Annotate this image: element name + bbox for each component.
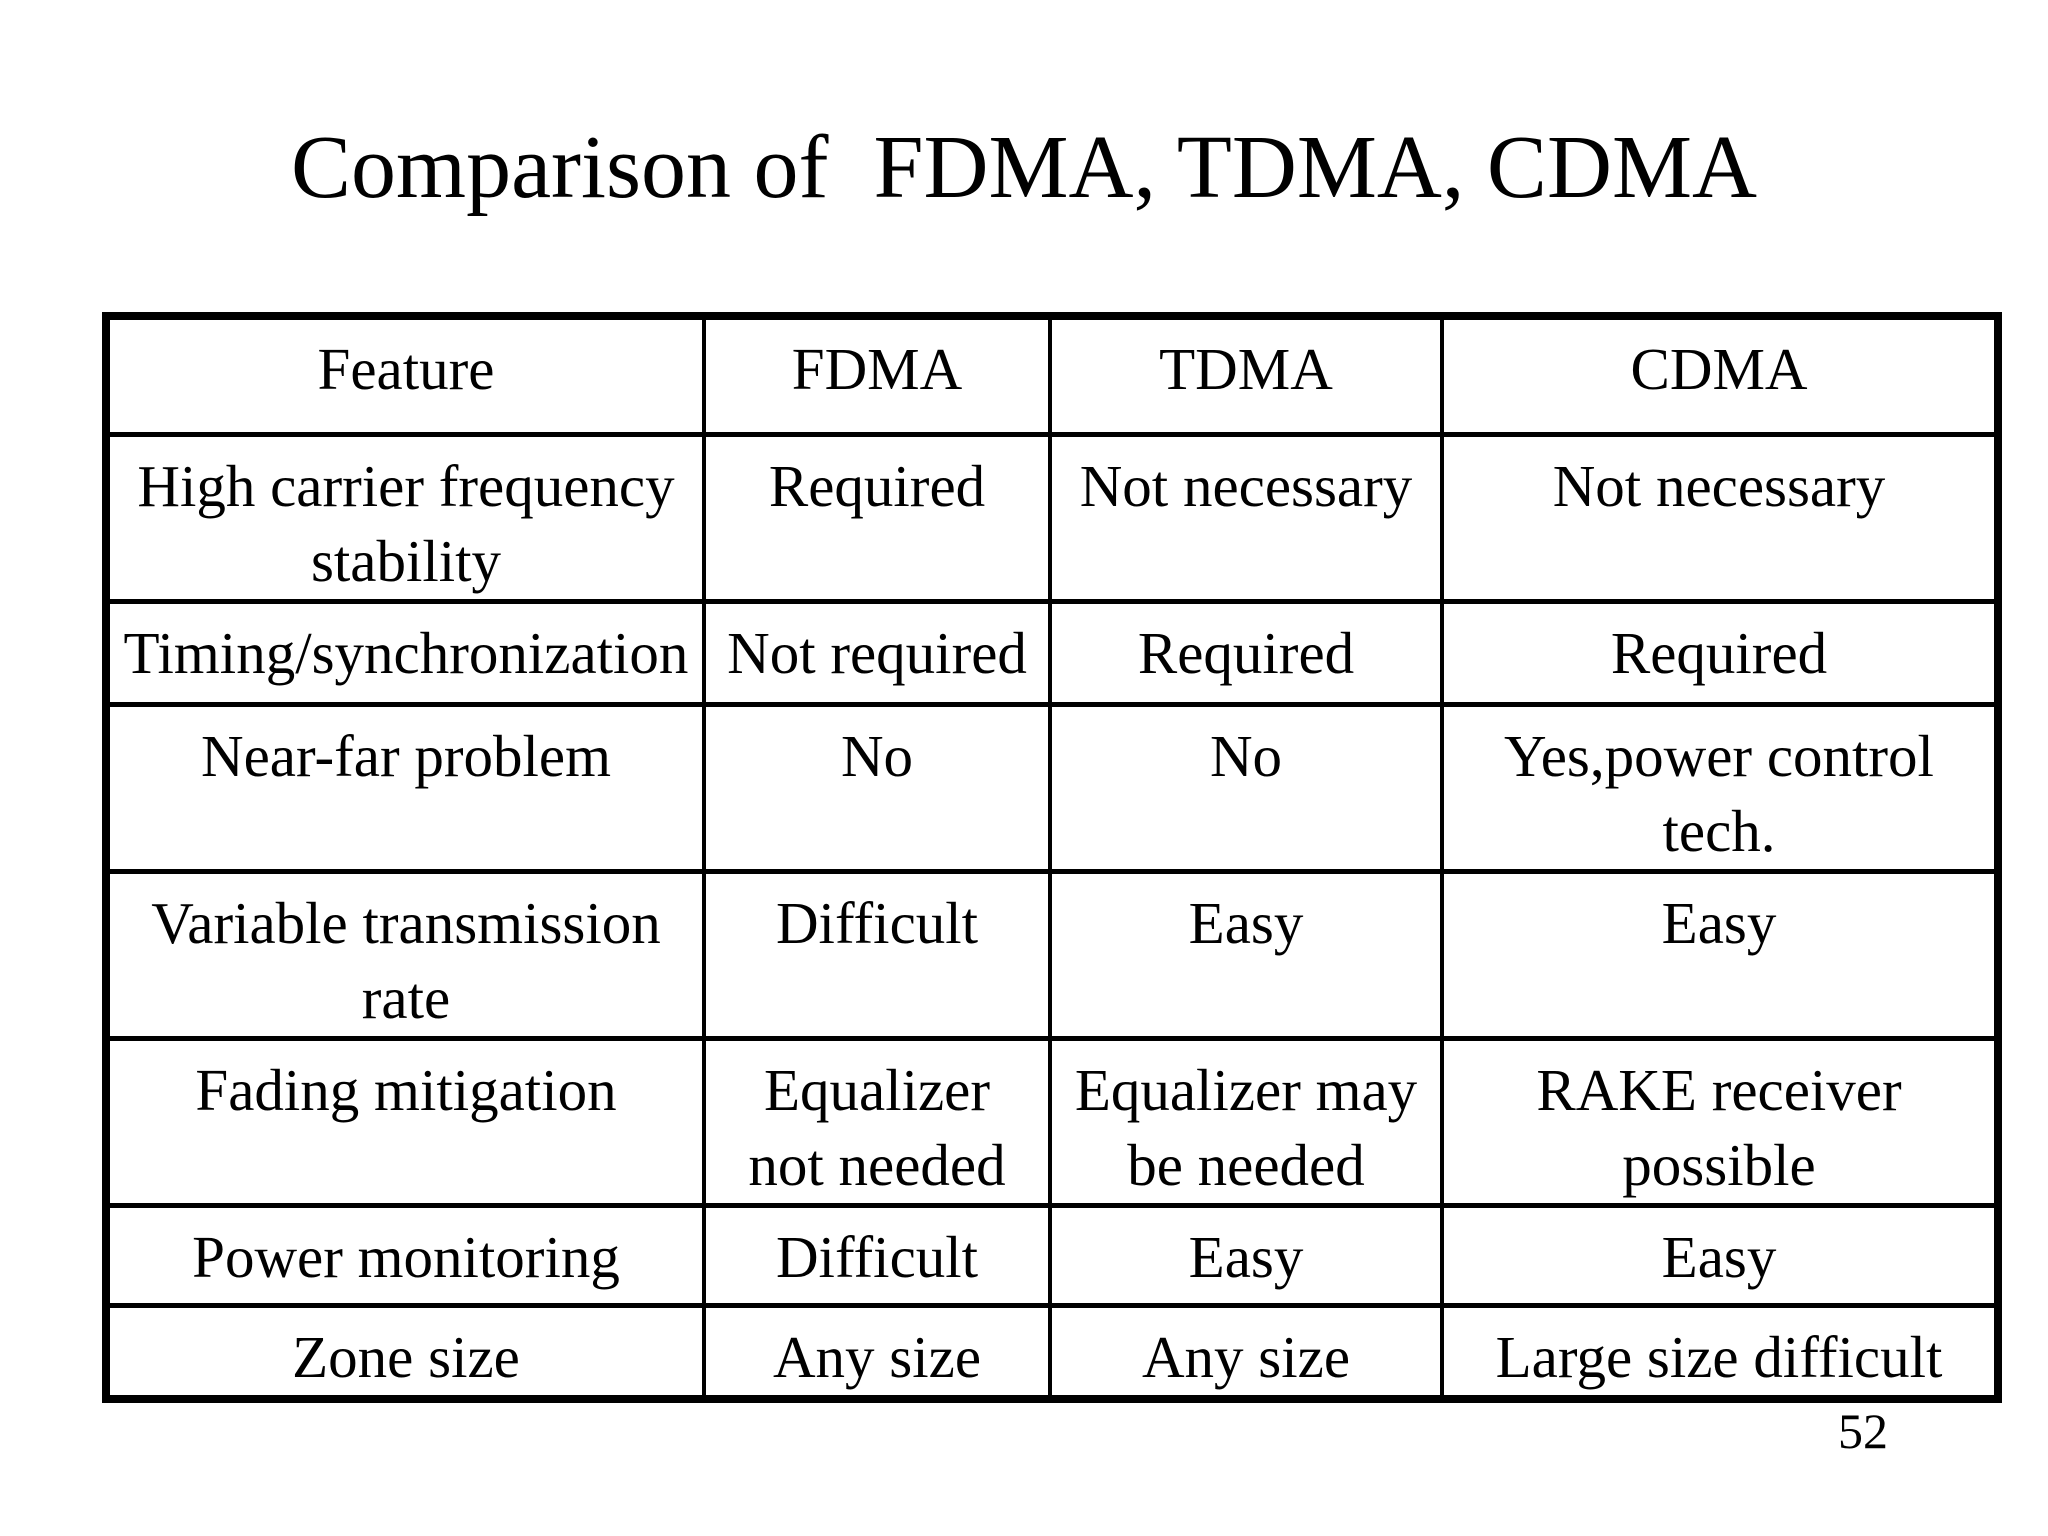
feature-cell: Near-far problem xyxy=(104,701,706,874)
column-header-cdma: CDMA xyxy=(1440,313,2000,437)
table-row: High carrier frequency stability Require… xyxy=(104,431,2000,604)
cdma-cell: Not necessary xyxy=(1440,431,2000,604)
feature-cell: Fading mitigation xyxy=(104,1035,706,1208)
feature-cell: Zone size xyxy=(104,1302,706,1401)
cdma-cell: Easy xyxy=(1440,868,2000,1041)
table-row: Near-far problem No No Yes,power control… xyxy=(104,701,2000,874)
feature-cell: Power monitoring xyxy=(104,1202,706,1308)
table-row: Fading mitigation Equalizer not needed E… xyxy=(104,1035,2000,1208)
cdma-cell: Easy xyxy=(1440,1202,2000,1308)
column-header-feature: Feature xyxy=(104,313,706,437)
column-header-fdma: FDMA xyxy=(702,313,1052,437)
feature-cell: High carrier frequency stability xyxy=(104,431,706,604)
tdma-cell: Not necessary xyxy=(1048,431,1444,604)
tdma-cell: Easy xyxy=(1048,1202,1444,1308)
cdma-cell: Large size difficult xyxy=(1440,1302,2000,1401)
page-number: 52 xyxy=(1838,1403,1888,1459)
cdma-cell: RAKE receiver possible xyxy=(1440,1035,2000,1208)
slide-title: Comparison of FDMA, TDMA, CDMA xyxy=(291,118,1757,217)
table-row: Power monitoring Difficult Easy Easy xyxy=(104,1202,2000,1308)
table-row: Zone size Any size Any size Large size d… xyxy=(104,1302,2000,1401)
table-header-row: Feature FDMA TDMA CDMA xyxy=(104,313,2000,437)
fdma-cell: Difficult xyxy=(702,1202,1052,1308)
fdma-cell: Difficult xyxy=(702,868,1052,1041)
tdma-cell: Easy xyxy=(1048,868,1444,1041)
tdma-cell: Equalizer may be needed xyxy=(1048,1035,1444,1208)
fdma-cell: Any size xyxy=(702,1302,1052,1401)
table-row: Variable transmission rate Difficult Eas… xyxy=(104,868,2000,1041)
tdma-cell: Any size xyxy=(1048,1302,1444,1401)
tdma-cell: No xyxy=(1048,701,1444,874)
feature-cell: Variable transmission rate xyxy=(104,868,706,1041)
cdma-cell: Required xyxy=(1440,598,2000,707)
fdma-cell: Required xyxy=(702,431,1052,604)
tdma-cell: Required xyxy=(1048,598,1444,707)
fdma-cell: Equalizer not needed xyxy=(702,1035,1052,1208)
comparison-table: Feature FDMA TDMA CDMA High carrier freq… xyxy=(102,312,2002,1403)
feature-cell: Timing/synchronization xyxy=(104,598,706,707)
column-header-tdma: TDMA xyxy=(1048,313,1444,437)
cdma-cell: Yes,power control tech. xyxy=(1440,701,2000,874)
fdma-cell: No xyxy=(702,701,1052,874)
fdma-cell: Not required xyxy=(702,598,1052,707)
table-row: Timing/synchronization Not required Requ… xyxy=(104,598,2000,707)
